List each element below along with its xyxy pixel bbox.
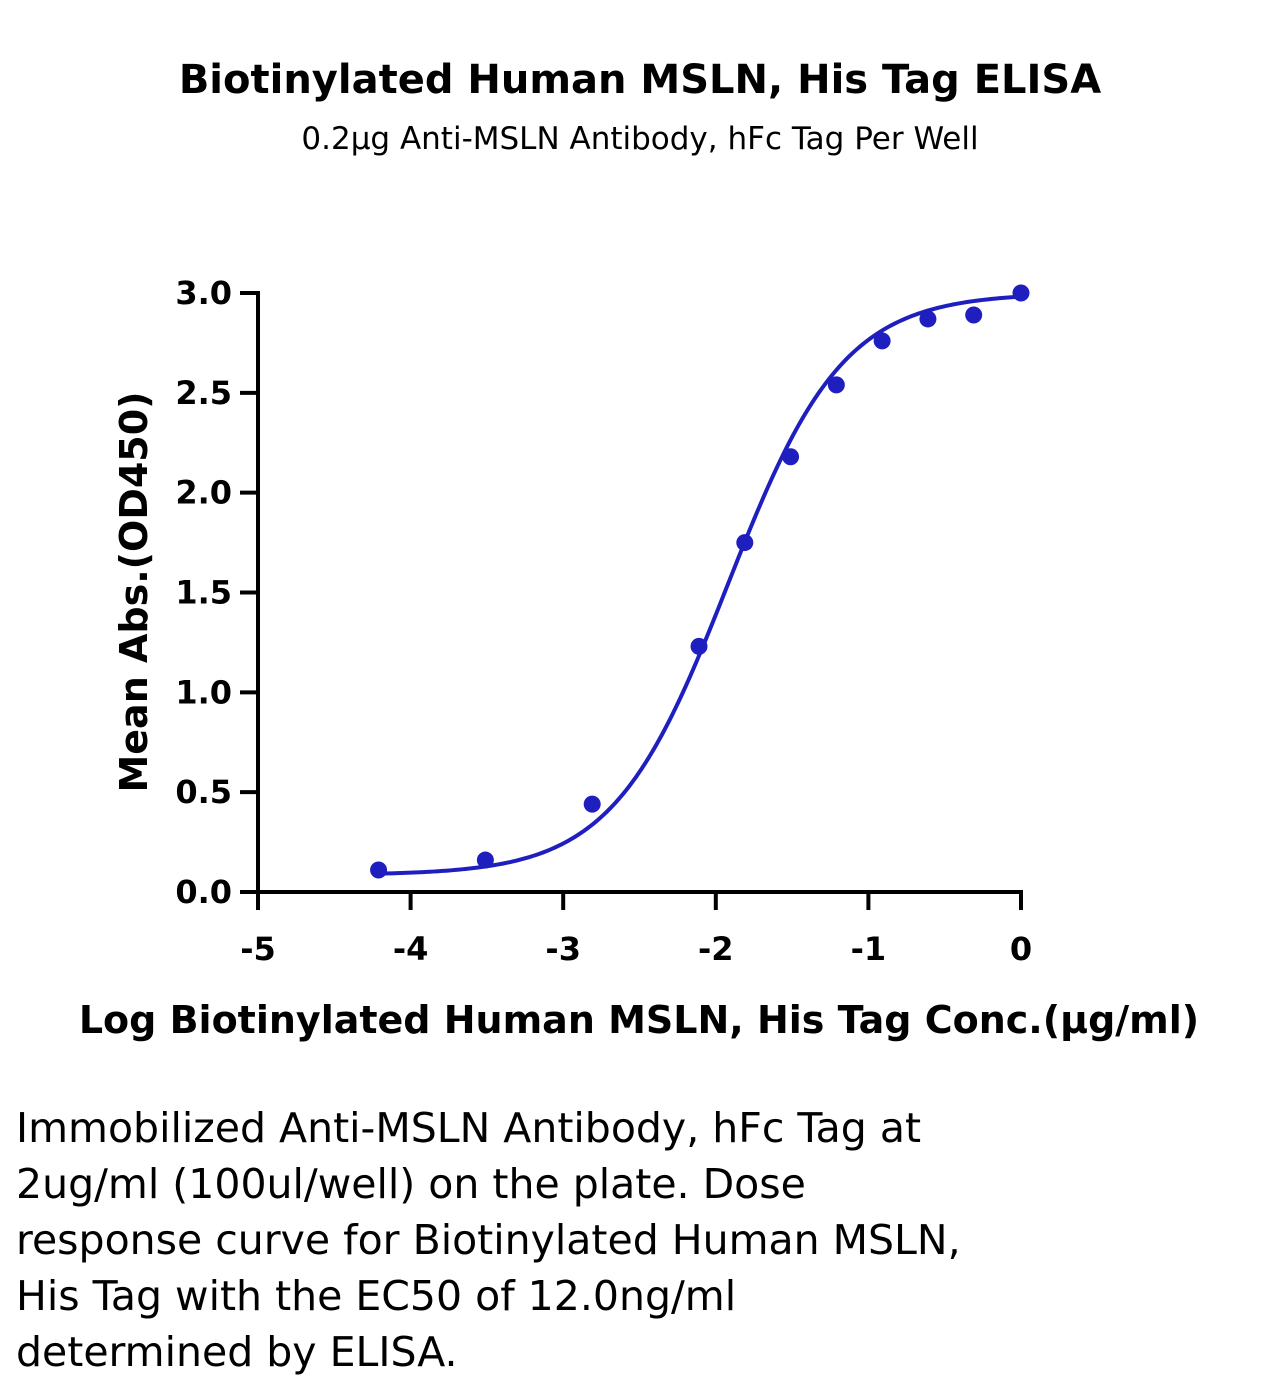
data-point — [736, 534, 754, 552]
x-tick-label: -4 — [393, 930, 429, 968]
chart-title: Biotinylated Human MSLN, His Tag ELISA — [179, 57, 1101, 103]
x-axis-label: Log Biotinylated Human MSLN, His Tag Con… — [79, 998, 1199, 1042]
caption-line: determined by ELISA. — [16, 1328, 458, 1376]
y-tick-label: 0.0 — [175, 873, 232, 911]
y-tick-label: 1.0 — [175, 673, 232, 711]
x-tick-label: 0 — [1010, 930, 1032, 968]
axes — [256, 291, 1023, 894]
x-tick-label: -1 — [851, 930, 887, 968]
x-axis-ticks: -5 -4 -3 -2 -1 0 — [240, 892, 1032, 968]
elisa-chart: Biotinylated Human MSLN, His Tag ELISA 0… — [79, 57, 1199, 1042]
y-tick-label: 0.5 — [175, 773, 232, 811]
data-point — [476, 851, 494, 869]
y-tick-label: 2.0 — [175, 474, 232, 512]
data-point — [1012, 284, 1030, 302]
y-axis-label: Mean Abs.(OD450) — [112, 391, 156, 792]
x-tick-label: -3 — [545, 930, 581, 968]
y-tick-label: 3.0 — [175, 274, 232, 312]
data-point — [873, 332, 891, 350]
caption-line: 2ug/ml (100ul/well) on the plate. Dose — [16, 1160, 806, 1208]
y-tick-label: 1.5 — [175, 574, 232, 612]
fit-curve — [378, 294, 1022, 876]
x-tick-label: -2 — [698, 930, 734, 968]
caption-line: Immobilized Anti-MSLN Antibody, hFc Tag … — [16, 1104, 922, 1152]
data-point — [690, 637, 708, 655]
caption-line: response curve for Biotinylated Human MS… — [16, 1216, 961, 1264]
data-point — [583, 795, 601, 813]
data-point — [919, 310, 937, 328]
data-point — [827, 376, 845, 394]
y-axis-ticks: 0.0 0.5 1.0 1.5 2.0 2.5 3.0 — [175, 274, 258, 911]
data-point — [782, 448, 800, 466]
data-series — [370, 284, 1030, 879]
chart-subtitle: 0.2μg Anti-MSLN Antibody, hFc Tag Per We… — [301, 121, 978, 157]
figure-caption: Immobilized Anti-MSLN Antibody, hFc Tag … — [16, 1100, 1116, 1380]
data-point — [370, 861, 388, 879]
y-tick-label: 2.5 — [175, 374, 232, 412]
x-tick-label: -5 — [240, 930, 276, 968]
caption-line: His Tag with the EC50 of 12.0ng/ml — [16, 1272, 737, 1320]
data-point — [965, 306, 983, 324]
